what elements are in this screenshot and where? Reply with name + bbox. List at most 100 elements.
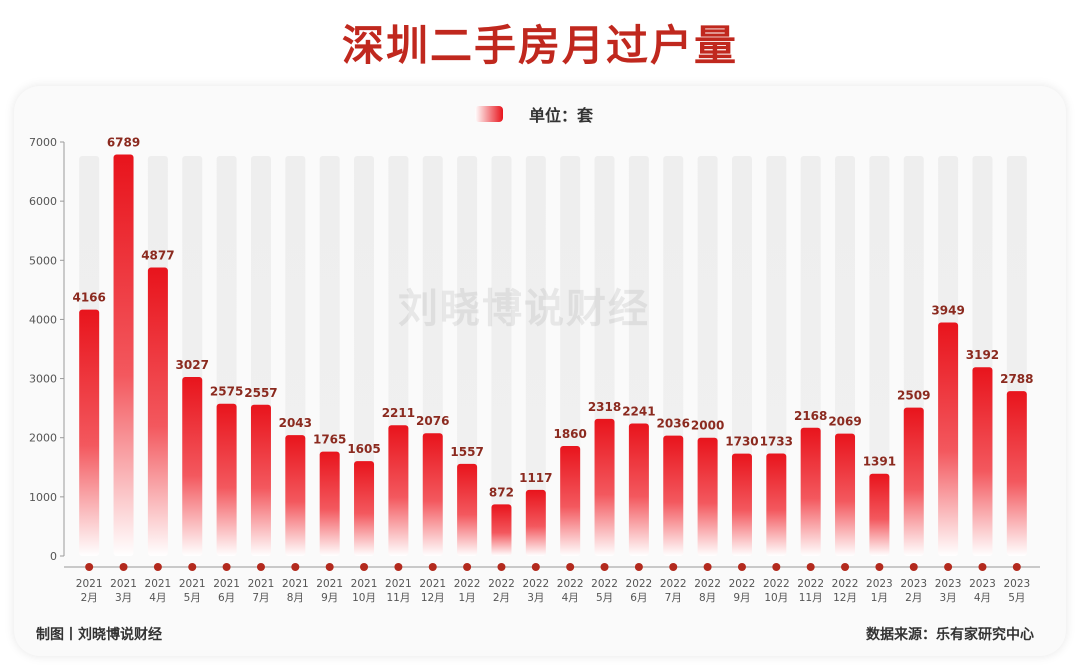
x-tick-label-year: 2023 <box>935 578 962 590</box>
x-marker-dot <box>634 563 643 571</box>
bar <box>457 463 478 556</box>
x-marker-dot <box>909 563 918 571</box>
data-label: 1765 <box>313 433 346 447</box>
x-tick-label-month: 10月 <box>764 592 788 604</box>
background-bar <box>354 156 375 556</box>
x-tick-label-year: 2022 <box>797 578 824 590</box>
data-label: 4166 <box>72 291 105 305</box>
data-label: 1733 <box>760 435 793 449</box>
data-label: 2211 <box>382 406 415 420</box>
x-tick-label-month: 9月 <box>321 592 338 604</box>
y-tick-label: 6000 <box>29 195 57 208</box>
bar <box>354 461 375 556</box>
x-tick-label-month: 4月 <box>149 592 166 604</box>
data-label: 3949 <box>931 303 964 317</box>
bar <box>491 504 512 556</box>
x-tick-label-year: 2021 <box>282 578 309 590</box>
x-tick-label-year: 2021 <box>213 578 240 590</box>
bar <box>835 433 856 556</box>
y-tick-label: 3000 <box>29 373 57 386</box>
x-marker-dot <box>772 563 781 571</box>
chart-title: 深圳二手房月过户量 <box>341 21 738 70</box>
background-bar <box>457 156 478 556</box>
x-tick-label-month: 12月 <box>833 592 857 604</box>
bar <box>903 407 924 556</box>
x-tick-label-month: 5月 <box>1008 592 1025 604</box>
bar <box>525 489 546 556</box>
bar <box>285 435 306 556</box>
x-tick-label-year: 2021 <box>145 578 172 590</box>
x-marker-dot <box>600 563 609 571</box>
x-tick-label-month: 6月 <box>630 592 647 604</box>
bar <box>731 453 752 556</box>
data-label: 3192 <box>966 348 999 362</box>
y-tick-label: 2000 <box>29 432 57 445</box>
data-label: 2788 <box>1000 372 1033 386</box>
x-tick-label-month: 11月 <box>386 592 410 604</box>
data-label: 2076 <box>416 414 449 428</box>
data-label: 1391 <box>863 455 896 469</box>
x-marker-dot <box>566 563 575 571</box>
y-axis: 0 1000 2000 3000 4000 5000 6000 7000 <box>29 136 65 563</box>
x-tick-label-month: 12月 <box>421 592 445 604</box>
x-marker-dot <box>737 563 746 571</box>
x-tick-label-year: 2021 <box>179 578 206 590</box>
x-marker-dot <box>394 563 403 571</box>
x-marker-dot <box>669 563 678 571</box>
y-tick-label: 1000 <box>29 491 57 504</box>
x-tick-label-month: 11月 <box>799 592 823 604</box>
x-marker-dot <box>188 563 197 571</box>
x-marker-dot <box>703 563 712 571</box>
y-tick-label: 5000 <box>29 254 57 267</box>
x-axis: 2021 2月 2021 3月 2021 4月 2021 5月 2021 6月 2021 7月 2021… <box>64 563 1040 604</box>
x-marker-dot <box>360 563 369 571</box>
bar <box>766 453 787 556</box>
x-tick-label-year: 2023 <box>1003 578 1030 590</box>
x-tick-label-month: 9月 <box>733 592 750 604</box>
data-label: 2509 <box>897 389 930 403</box>
x-marker-dot <box>875 563 884 571</box>
x-tick-label-year: 2022 <box>660 578 687 590</box>
y-tick-label: 0 <box>50 550 57 563</box>
bar <box>1006 391 1027 556</box>
bar <box>250 404 271 556</box>
x-tick-label-year: 2021 <box>248 578 275 590</box>
footer-source: 数据来源：乐有家研究中心 <box>866 627 1034 643</box>
data-label: 872 <box>489 485 514 499</box>
x-tick-label-year: 2022 <box>626 578 653 590</box>
data-label: 1557 <box>450 445 483 459</box>
x-tick-label-year: 2022 <box>832 578 859 590</box>
data-label: 2000 <box>691 419 724 433</box>
bar <box>697 437 718 556</box>
x-marker-dot <box>944 563 953 571</box>
bar <box>113 154 134 557</box>
data-label: 2069 <box>828 415 861 429</box>
x-tick-label-month: 2月 <box>493 592 510 604</box>
bar <box>663 435 684 556</box>
x-tick-label-month: 8月 <box>287 592 304 604</box>
x-tick-label-month: 10月 <box>352 592 376 604</box>
data-label: 2168 <box>794 409 827 423</box>
background-bar <box>869 156 890 556</box>
bar <box>216 403 237 556</box>
x-tick-label-year: 2022 <box>454 578 481 590</box>
data-label: 2318 <box>588 400 621 414</box>
x-tick-label-year: 2021 <box>351 578 378 590</box>
bar <box>422 433 443 556</box>
bar <box>147 267 168 556</box>
x-marker-dot <box>222 563 231 571</box>
data-label: 3027 <box>176 358 209 372</box>
x-tick-label-year: 2022 <box>729 578 756 590</box>
bar <box>560 445 581 556</box>
x-marker-dot <box>1012 563 1021 571</box>
x-tick-label-month: 4月 <box>562 592 579 604</box>
data-label: 2241 <box>622 404 655 418</box>
bar <box>972 367 993 556</box>
x-marker-dot <box>119 563 128 571</box>
x-tick-label-year: 2022 <box>763 578 790 590</box>
x-tick-label-year: 2022 <box>591 578 618 590</box>
bar <box>182 376 203 556</box>
x-marker-dot <box>841 563 850 571</box>
x-tick-label-year: 2021 <box>419 578 446 590</box>
